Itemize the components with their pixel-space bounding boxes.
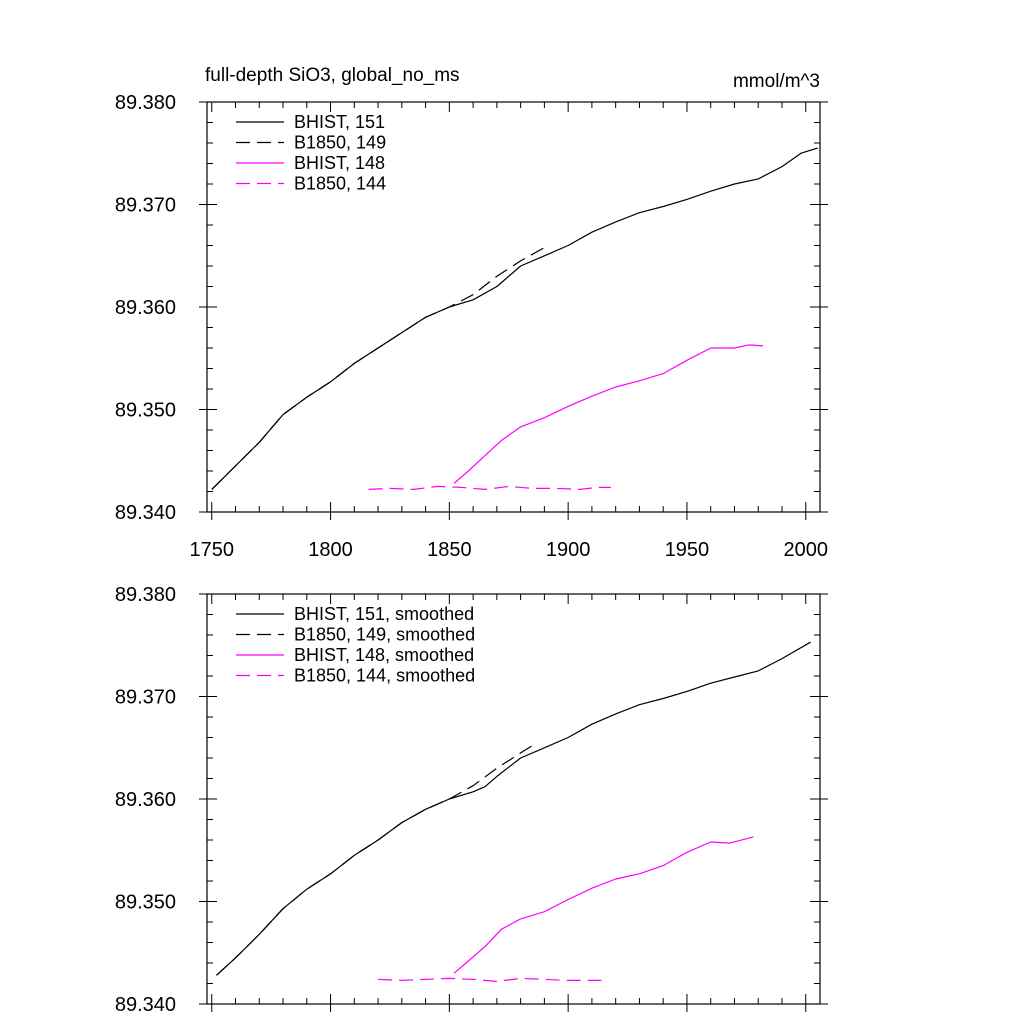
y-tick-label: 89.360 [115, 789, 176, 811]
series-line-2 [211, 247, 545, 490]
x-tick-label: 1900 [546, 539, 591, 561]
y-tick-label: 89.380 [115, 92, 176, 114]
x-tick-label: 1800 [308, 539, 353, 561]
series-line-2 [216, 742, 538, 976]
series-line-3 [453, 344, 764, 484]
legend-label: B1850, 149 [294, 133, 386, 153]
y-tick-label: 89.370 [115, 195, 176, 217]
chart-title: full-depth SiO3, global_no_ms [205, 65, 460, 86]
series-line-3 [453, 836, 754, 974]
legend-label: BHIST, 148, smoothed [294, 645, 474, 665]
series-line-1 [216, 641, 811, 976]
lower-panel: 89.340 89.350 89.360 89.370 89.380 BHIST, 151… [115, 584, 828, 1016]
y-tick-label: 89.360 [115, 297, 176, 319]
series-line-1 [211, 147, 818, 490]
upper-panel: 1750 1800 1850 1900 1950 2000 89.340 89.350 89.3… [115, 65, 828, 561]
legend-label: BHIST, 148 [294, 153, 385, 173]
x-tick-label: 2000 [783, 539, 828, 561]
y-tick-label: 89.340 [115, 502, 176, 524]
legend-label: BHIST, 151, smoothed [294, 604, 474, 624]
y-tick-label: 89.370 [115, 687, 176, 709]
y-tick-label: 89.380 [115, 584, 176, 606]
y-tick-label: 89.350 [115, 400, 176, 422]
y-tick-label: 89.350 [115, 892, 176, 914]
series-line-4 [368, 485, 611, 490]
x-tick-label: 1850 [427, 539, 472, 561]
y-tick-label: 89.340 [115, 994, 176, 1016]
legend-label: B1850, 144 [294, 174, 386, 194]
series-line-4 [378, 977, 602, 982]
x-tick-label: 1750 [190, 539, 235, 561]
units-label: mmol/m^3 [733, 71, 820, 92]
legend-label: B1850, 144, smoothed [294, 666, 475, 686]
legend-label: BHIST, 151 [294, 112, 385, 132]
legend-label: B1850, 149, smoothed [294, 625, 475, 645]
x-tick-label: 1950 [665, 539, 710, 561]
